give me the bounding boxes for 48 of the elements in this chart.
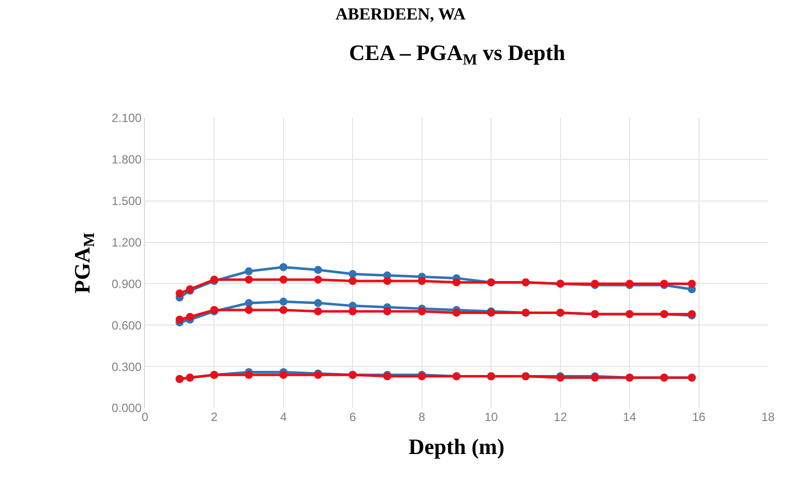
y-tick-label: 1.500 (112, 194, 142, 208)
x-tick-label: 10 (484, 410, 498, 424)
y-tick-label: 0.600 (112, 318, 142, 332)
point (348, 276, 357, 285)
x-tick-label: 14 (622, 410, 637, 424)
point (452, 308, 460, 317)
x-tick-label: 2 (210, 410, 218, 424)
point (688, 280, 696, 288)
point (314, 307, 322, 316)
point (186, 312, 194, 321)
point (314, 276, 322, 284)
chart-subtitle: CEA – PGA$_{M}$ vs Depth (349, 40, 566, 69)
x-tick-label: 18 (761, 410, 775, 424)
point (383, 307, 392, 316)
x-tick-label: 0 (142, 410, 149, 424)
x-tick-label: 4 (280, 410, 288, 424)
chart-title: ABERDEEN, WA (335, 4, 466, 24)
point (244, 370, 253, 379)
x-tick-label: 12 (554, 410, 568, 424)
point (244, 306, 253, 314)
point (244, 267, 253, 276)
point (244, 299, 253, 308)
point (314, 299, 322, 308)
point (176, 316, 184, 324)
y-tick-label: 1.200 (112, 235, 142, 250)
point (279, 370, 288, 379)
point (348, 270, 357, 278)
y-tick-label: 0.900 (112, 276, 142, 291)
point (279, 298, 288, 306)
x-tick-label: 8 (418, 410, 426, 424)
point (244, 276, 253, 284)
y-tick-label: 2.100 (112, 111, 142, 126)
x-axis-title: Depth (m) (408, 434, 504, 459)
y-tick-label: 0.000 (112, 401, 142, 416)
point (176, 289, 184, 298)
y-tick-label: 0.300 (112, 360, 142, 374)
point (279, 263, 288, 272)
x-tick-label: 16 (692, 410, 706, 424)
point (418, 276, 426, 285)
point (279, 276, 288, 284)
point (348, 307, 357, 316)
y-tick-label: 1.800 (112, 152, 142, 167)
x-tick-label: 6 (349, 410, 356, 424)
point (418, 307, 426, 316)
point (279, 306, 288, 314)
point (314, 266, 322, 274)
point (383, 276, 392, 285)
point (452, 278, 460, 286)
